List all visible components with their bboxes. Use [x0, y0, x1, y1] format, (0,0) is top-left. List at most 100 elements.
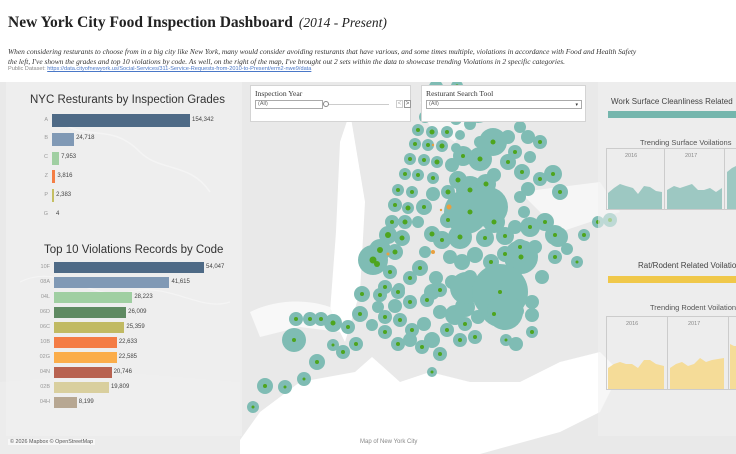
bar-row[interactable]: Z 3,816 [6, 170, 242, 184]
bar-row[interactable]: 04H 8,199 [6, 397, 242, 408]
inspection-year-slider-track[interactable] [325, 104, 389, 105]
rodent-trend-title: Trending Rodent Voilations [650, 303, 736, 312]
bar[interactable] [54, 277, 170, 288]
bar[interactable] [52, 114, 190, 127]
bar-value: 28,223 [134, 293, 153, 300]
bar-row[interactable]: 02B 19,809 [6, 382, 242, 393]
bar-row[interactable]: C 7,953 [6, 151, 242, 165]
bar-value: 26,009 [128, 308, 147, 315]
surface-year-2017: 2017 [685, 153, 698, 159]
bar-label: 06D [39, 308, 50, 315]
restaurant-search-title: Resturant Search Tool [426, 89, 494, 98]
bar-value: 2,383 [56, 191, 72, 198]
bar-value: 4 [56, 210, 60, 217]
bar[interactable] [54, 322, 125, 333]
restaurant-search-filter: Resturant Search Tool (All) ▾ [421, 85, 586, 122]
bar-value: 3,816 [57, 172, 73, 179]
next-year-button[interactable]: > [404, 100, 411, 108]
bar-row[interactable]: 06C 25,359 [6, 322, 242, 333]
rodent-year-2017: 2017 [688, 321, 701, 327]
bar-value: 22,585 [118, 353, 138, 360]
bar[interactable] [54, 397, 77, 408]
rodent-violations-bar[interactable] [608, 276, 736, 283]
surface-violations-bar[interactable] [608, 111, 736, 118]
bar[interactable] [52, 208, 54, 221]
bar[interactable] [54, 262, 204, 273]
bar[interactable] [54, 367, 112, 378]
bar-row[interactable]: 02G 22,585 [6, 352, 242, 363]
bar[interactable] [54, 307, 127, 318]
map-dots [251, 84, 612, 409]
dashboard-canvas: NYC Resturants by Inspection Grades A 154… [0, 82, 736, 454]
rodent-violations-title: Rat/Rodent Related Voilations [638, 261, 736, 270]
bar[interactable] [54, 382, 109, 393]
bar[interactable] [52, 189, 55, 203]
bar-row[interactable]: 10F 54,047 [6, 262, 242, 273]
bar-value: 154,342 [192, 116, 214, 123]
dataset-label: Public Dataset: [8, 66, 46, 72]
grades-chart-title: NYC Resturants by Inspection Grades [30, 94, 225, 106]
restaurant-search-dropdown[interactable]: (All) ▾ [426, 100, 582, 109]
bar-label: 02G [39, 353, 50, 360]
bar-label: 08A [40, 278, 50, 285]
inspection-year-input[interactable]: (All) [255, 100, 323, 109]
bar-row[interactable]: 04N 20,746 [6, 367, 242, 378]
description-line-2: the left, I've shown the grades and top … [8, 56, 565, 66]
left-panel: NYC Resturants by Inspection Grades A 154… [6, 82, 242, 436]
chevron-down-icon[interactable]: ▾ [575, 102, 578, 108]
bar-value: 7,953 [61, 154, 77, 161]
bar-label: B [44, 135, 48, 142]
bar-row[interactable]: 04L 28,223 [6, 292, 242, 303]
bar-label: G [43, 210, 48, 217]
bar[interactable] [54, 337, 117, 348]
bar-label: 10F [40, 263, 50, 270]
previous-year-button[interactable]: < [396, 100, 403, 108]
bar-value: 25,359 [126, 323, 145, 330]
inspection-year-filter: Inspection Year (All) < > [250, 85, 411, 122]
rodent-year-2016: 2016 [626, 321, 639, 327]
bar-row[interactable]: 08A 41,615 [6, 277, 242, 288]
map-circles[interactable] [247, 82, 617, 413]
bar-label: 04N [39, 368, 50, 375]
bar-row[interactable]: 06D 26,009 [6, 307, 242, 318]
restaurant-search-value: (All) [429, 101, 439, 107]
bar-value: 41,615 [171, 278, 190, 285]
bar-label: 06C [39, 323, 50, 330]
bar-value: 20,746 [113, 368, 132, 375]
title-text: New York City Food Inspection Dashboard [8, 14, 293, 31]
bar-row[interactable]: P 2,383 [6, 189, 242, 203]
bar-label: 10B [40, 338, 50, 345]
surface-year-2016: 2016 [625, 153, 638, 159]
bar-label: P [44, 191, 48, 198]
bar-value: 22,633 [118, 338, 138, 345]
bar-row[interactable]: 10B 22,633 [6, 337, 242, 348]
bar-value: 8,199 [78, 398, 94, 405]
bar-value: 54,047 [206, 263, 225, 270]
map-caption: Map of New York City [360, 439, 418, 445]
dataset-link[interactable]: https://data.cityofnewyork.us/Social-Ser… [47, 66, 312, 72]
bar-row[interactable]: A 154,342 [6, 114, 242, 127]
title-date-range: (2014 - Present) [298, 15, 387, 30]
dashboard-header: New York City Food Inspection Dashboard (… [0, 0, 736, 80]
violations-chart-title: Top 10 Violations Records by Code [44, 244, 224, 256]
rodent-trend-chart[interactable] [606, 316, 736, 390]
map-attribution[interactable]: © 2026 Mapbox © OpenStreetMap [8, 439, 96, 445]
bar-label: 04L [40, 293, 50, 300]
bar-label: 02B [40, 383, 50, 390]
bar[interactable] [54, 292, 133, 303]
surface-violations-title: Work Surface Cleanliness Related [611, 97, 733, 106]
bar[interactable] [54, 352, 117, 363]
map-accent-dots [386, 118, 465, 256]
bar-label: C [44, 154, 48, 161]
bar-row[interactable]: B 24,718 [6, 132, 242, 146]
surface-trend-chart[interactable] [606, 148, 736, 210]
dataset-source: Public Dataset: https://data.cityofnewyo… [8, 66, 311, 72]
description: When considering resturants to choose fr… [8, 47, 736, 66]
bar-value: 19,809 [110, 383, 130, 390]
description-line-1: When considering resturants to choose fr… [8, 47, 637, 56]
inspection-year-slider-handle[interactable] [323, 101, 329, 107]
bar[interactable] [52, 151, 60, 165]
bar[interactable] [52, 170, 56, 184]
bar[interactable] [52, 132, 75, 146]
